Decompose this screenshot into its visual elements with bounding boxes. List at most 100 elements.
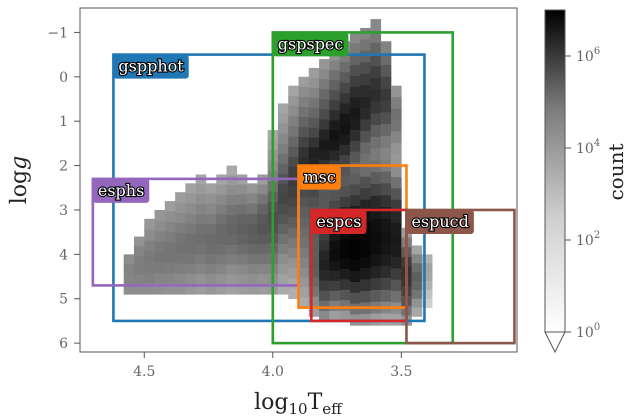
density-cell — [226, 185, 238, 196]
density-cell — [175, 192, 186, 203]
density-cell — [277, 163, 289, 175]
density-cell — [205, 233, 217, 245]
density-cell — [298, 237, 310, 248]
density-cell — [195, 274, 207, 285]
density-cell — [380, 147, 392, 160]
density-cell — [185, 193, 196, 204]
region-label-bg — [311, 209, 367, 234]
density-cell — [247, 213, 258, 224]
density-cell — [288, 136, 299, 147]
density-cell — [349, 249, 361, 261]
density-cell — [164, 242, 176, 254]
density-cell — [185, 274, 196, 285]
density-cell — [319, 230, 330, 241]
density-cell — [329, 70, 340, 81]
density-cell — [391, 176, 402, 189]
density-cell — [349, 140, 361, 153]
density-cell — [247, 223, 258, 235]
region-label-bg — [298, 165, 341, 190]
density-cell — [370, 207, 382, 220]
density-cell — [123, 264, 135, 275]
density-cell — [133, 275, 145, 285]
plot-frame — [79, 7, 518, 353]
colorbar-label: count — [604, 143, 628, 200]
density-cell — [319, 129, 330, 140]
density-cell — [370, 54, 382, 67]
density-cell — [360, 27, 371, 40]
density-cell — [329, 200, 340, 211]
density-cell — [298, 267, 310, 278]
density-cell — [288, 156, 299, 168]
density-cell — [339, 72, 351, 84]
density-cell — [226, 195, 238, 206]
density-cell — [329, 310, 340, 322]
density-cell — [329, 150, 340, 161]
density-cell — [226, 244, 238, 255]
density-cell — [319, 139, 330, 150]
density-cell — [380, 171, 392, 184]
density-cell — [226, 224, 238, 236]
density-cell — [339, 269, 351, 280]
density-cell — [380, 124, 392, 137]
density-cell — [349, 195, 361, 207]
density-cell — [185, 213, 196, 224]
density-cell — [308, 236, 320, 248]
density-cell — [298, 187, 310, 198]
density-cell — [370, 101, 382, 114]
density-cell — [257, 224, 268, 235]
density-cell — [360, 73, 371, 86]
density-cell — [154, 273, 166, 285]
density-cell — [175, 273, 186, 285]
density-cell — [339, 144, 351, 156]
density-cell — [247, 243, 258, 255]
density-cell — [308, 266, 320, 278]
density-cell — [319, 189, 330, 201]
density-cell — [277, 223, 289, 235]
density-cell — [380, 289, 392, 302]
density-cell — [308, 256, 320, 268]
density-cell — [133, 255, 145, 266]
density-cell — [391, 199, 402, 212]
density-cell — [195, 244, 207, 255]
density-cell — [298, 277, 310, 288]
density-cell — [360, 176, 371, 189]
density-cell — [257, 184, 268, 195]
density-cell — [319, 200, 330, 211]
density-cell — [380, 254, 392, 267]
density-cell — [380, 266, 392, 279]
y-axis-ticks: −1 0 1 2 3 4 5 6 — [47, 25, 80, 352]
density-cell — [421, 272, 433, 282]
density-cell — [308, 296, 320, 307]
density-cell — [277, 264, 289, 275]
density-cell — [277, 153, 289, 165]
density-cell — [226, 175, 238, 186]
density-cell — [380, 195, 392, 208]
colorbar-ticks: 100 102 104 106 — [565, 46, 600, 341]
density-cell — [298, 257, 310, 268]
density-cell — [349, 119, 361, 131]
density-cell — [380, 207, 392, 220]
density-cell — [380, 88, 392, 101]
region-label-text: gspphot — [118, 57, 184, 76]
density-cell — [329, 260, 340, 272]
density-cell — [247, 284, 258, 295]
density-cell — [164, 252, 176, 264]
y-tick-label: 1 — [59, 114, 68, 130]
density-cell — [247, 203, 258, 214]
density-cell — [195, 214, 207, 225]
density-cell — [339, 124, 351, 135]
density-cell — [277, 234, 289, 245]
density-cell — [216, 234, 227, 245]
y-axis-label: logg — [7, 156, 32, 204]
density-cell — [175, 284, 186, 295]
density-cell — [370, 195, 382, 208]
density-cell — [380, 313, 392, 326]
density-cell — [277, 254, 289, 265]
density-cell — [360, 85, 371, 97]
density-cell — [226, 234, 238, 246]
density-cell — [298, 96, 310, 108]
density-cell — [319, 89, 330, 100]
density-cell — [360, 108, 371, 120]
density-cell — [247, 274, 258, 285]
